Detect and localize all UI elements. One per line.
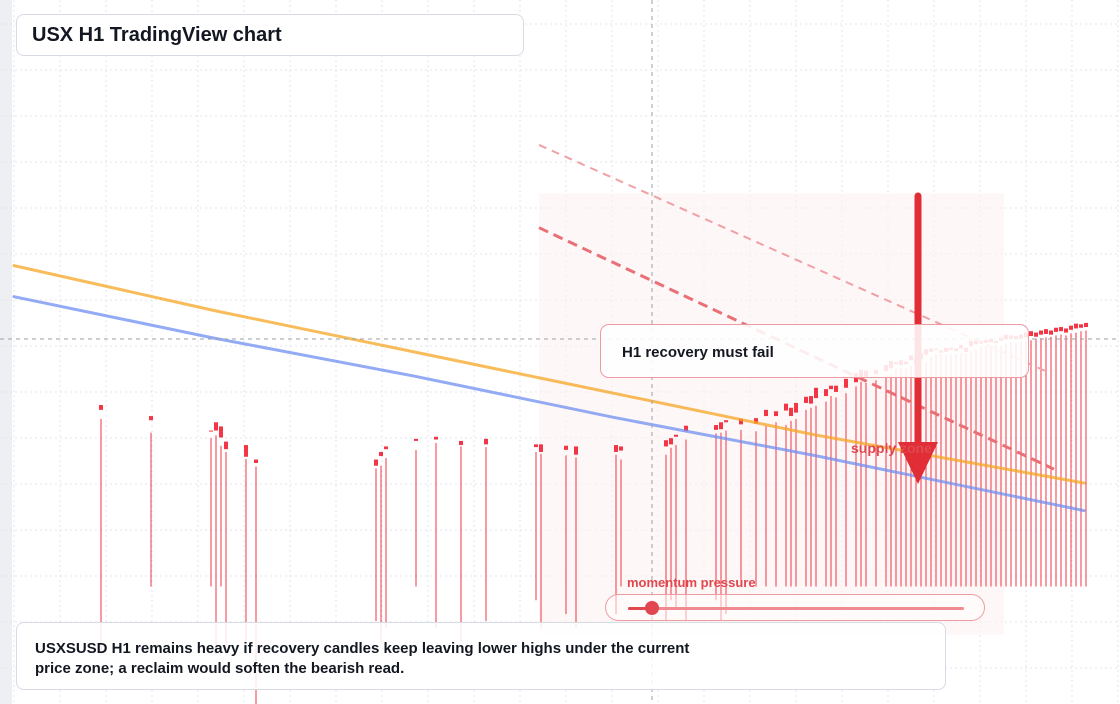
candle-body bbox=[1034, 332, 1038, 337]
candle-body bbox=[719, 422, 723, 430]
candle-body bbox=[1074, 323, 1078, 329]
candle-body bbox=[764, 409, 768, 417]
candle-body bbox=[534, 444, 538, 448]
candle-body bbox=[664, 440, 668, 447]
momentum-fill bbox=[628, 607, 652, 610]
candle-body bbox=[1064, 328, 1068, 333]
candle-body bbox=[1049, 330, 1053, 335]
recovery-callout[interactable]: H1 recovery must fail bbox=[600, 324, 1029, 378]
candle-body bbox=[434, 436, 438, 440]
candle-body bbox=[1059, 327, 1063, 332]
candle-body bbox=[614, 445, 618, 452]
candle-body bbox=[374, 459, 378, 466]
candle-body bbox=[834, 385, 838, 392]
candle-body bbox=[684, 425, 688, 432]
ma-fast-line bbox=[12, 264, 1086, 485]
candle-body bbox=[219, 426, 223, 438]
ma-slow-line bbox=[12, 295, 1086, 513]
candle-body bbox=[1069, 325, 1073, 330]
candle-body bbox=[814, 387, 818, 399]
candle-body bbox=[254, 459, 258, 463]
candle-body bbox=[1054, 327, 1058, 332]
candle-body bbox=[244, 445, 248, 457]
momentum-track bbox=[628, 607, 964, 610]
candle-body bbox=[414, 438, 418, 441]
candle-body bbox=[674, 434, 678, 437]
candle-body bbox=[794, 402, 798, 413]
candle-body bbox=[149, 416, 153, 421]
candle-body bbox=[1039, 330, 1043, 335]
chart-title: USX H1 TradingView chart bbox=[32, 24, 282, 46]
candle-body bbox=[824, 389, 828, 397]
candle-body bbox=[844, 378, 848, 388]
candle-body bbox=[484, 438, 488, 445]
candle-body bbox=[804, 396, 808, 403]
candle-body bbox=[99, 405, 103, 410]
chart-title-card: USX H1 TradingView chart bbox=[16, 14, 524, 56]
candle-body bbox=[739, 418, 743, 425]
candle-body bbox=[224, 441, 228, 450]
candle-body bbox=[754, 418, 758, 424]
candle-body bbox=[1084, 322, 1088, 328]
candle-body bbox=[1029, 331, 1033, 337]
callout-text: H1 recovery must fail bbox=[622, 344, 774, 361]
supply-zone-label: supply zone bbox=[851, 440, 932, 456]
bearish-arrow bbox=[898, 192, 938, 484]
candle-body bbox=[214, 422, 218, 431]
momentum-label: momentum pressure bbox=[627, 575, 756, 590]
candlestick-series bbox=[99, 322, 1088, 704]
candle-body bbox=[209, 430, 213, 432]
candle-body bbox=[459, 440, 463, 446]
candle-body bbox=[384, 446, 388, 450]
candle-body bbox=[829, 385, 833, 390]
candle-body bbox=[784, 403, 788, 411]
analysis-note-card: USXSUSD H1 remains heavy if recovery can… bbox=[16, 622, 946, 690]
candle-body bbox=[619, 446, 623, 451]
left-scale-strip bbox=[0, 0, 12, 704]
candle-body bbox=[724, 420, 728, 423]
moving-averages bbox=[12, 264, 1086, 513]
momentum-knob[interactable] bbox=[644, 601, 659, 615]
analysis-note-text: USXSUSD H1 remains heavy if recovery can… bbox=[35, 640, 690, 677]
candle-body bbox=[789, 407, 793, 417]
candle-body bbox=[1079, 324, 1083, 328]
momentum-gauge[interactable] bbox=[605, 594, 985, 621]
candle-body bbox=[379, 451, 383, 457]
candle-body bbox=[669, 438, 673, 445]
candle-body bbox=[564, 445, 568, 450]
candle-body bbox=[574, 446, 578, 455]
candle-body bbox=[774, 411, 778, 417]
candle-body bbox=[714, 425, 718, 430]
candle-body bbox=[809, 396, 813, 404]
candle-body bbox=[1044, 329, 1048, 334]
candle-body bbox=[539, 444, 543, 452]
arrow-head bbox=[898, 442, 938, 484]
